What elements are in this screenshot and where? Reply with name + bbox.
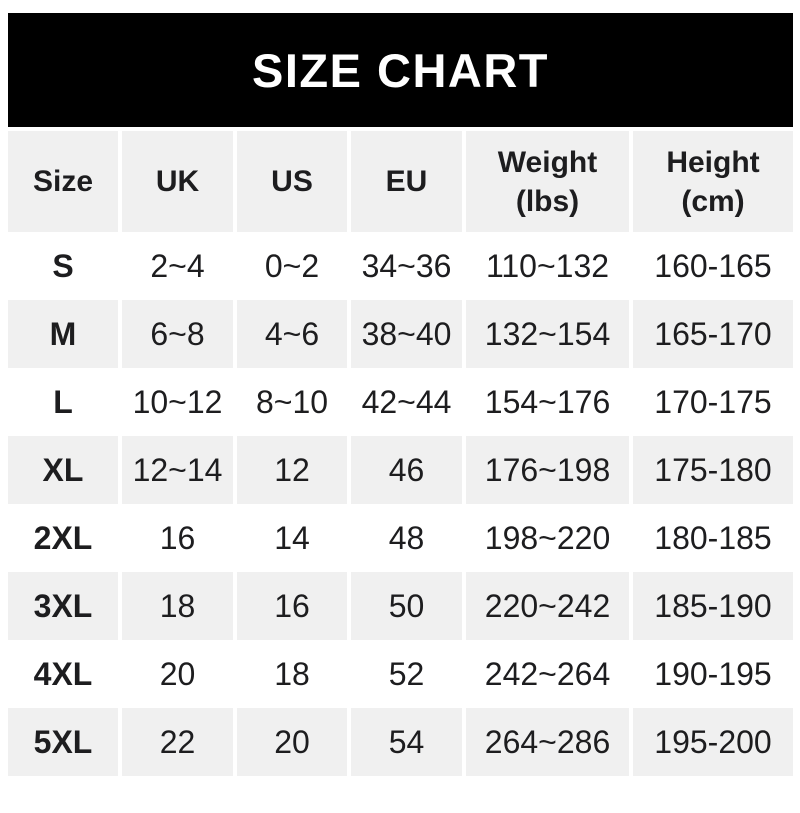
table-row-xl: XL 12~14 12 46 176~198 175-180	[8, 436, 793, 504]
column-header-height: Height (cm)	[633, 131, 793, 232]
column-header-weight-unit: (lbs)	[515, 184, 580, 218]
cell-5xl-height: 195-200	[633, 708, 793, 776]
size-chart-table: Size UK US EU Weight (lbs) Height (cm) S…	[8, 131, 793, 776]
column-header-us: US	[237, 131, 347, 232]
cell-l-size: L	[8, 368, 118, 436]
cell-s-uk: 2~4	[122, 232, 233, 300]
cell-s-weight: 110~132	[466, 232, 629, 300]
cell-3xl-uk: 18	[122, 572, 233, 640]
cell-l-uk: 10~12	[122, 368, 233, 436]
cell-4xl-us: 18	[237, 640, 347, 708]
cell-xl-uk: 12~14	[122, 436, 233, 504]
cell-4xl-uk: 20	[122, 640, 233, 708]
cell-m-size: M	[8, 300, 118, 368]
column-header-uk-label: UK	[155, 165, 200, 198]
table-row-m: M 6~8 4~6 38~40 132~154 165-170	[8, 300, 793, 368]
cell-5xl-uk: 22	[122, 708, 233, 776]
cell-l-us: 8~10	[237, 368, 347, 436]
cell-5xl-us: 20	[237, 708, 347, 776]
column-header-size-label: Size	[32, 165, 94, 198]
cell-2xl-weight: 198~220	[466, 504, 629, 572]
cell-s-eu: 34~36	[351, 232, 462, 300]
cell-2xl-eu: 48	[351, 504, 462, 572]
cell-2xl-uk: 16	[122, 504, 233, 572]
column-header-height-unit: (cm)	[681, 184, 745, 218]
cell-l-height: 170-175	[633, 368, 793, 436]
column-header-height-label: Height	[666, 145, 760, 179]
size-chart-title: SIZE CHART	[252, 43, 549, 97]
cell-4xl-height: 190-195	[633, 640, 793, 708]
cell-l-weight: 154~176	[466, 368, 629, 436]
cell-2xl-height: 180-185	[633, 504, 793, 572]
column-header-us-label: US	[271, 165, 313, 198]
size-chart-banner: SIZE CHART	[8, 13, 793, 127]
cell-m-height: 165-170	[633, 300, 793, 368]
cell-s-height: 160-165	[633, 232, 793, 300]
table-row-s: S 2~4 0~2 34~36 110~132 160-165	[8, 232, 793, 300]
cell-4xl-size: 4XL	[8, 640, 118, 708]
cell-4xl-weight: 242~264	[466, 640, 629, 708]
cell-xl-size: XL	[8, 436, 118, 504]
table-row-3xl: 3XL 18 16 50 220~242 185-190	[8, 572, 793, 640]
cell-5xl-weight: 264~286	[466, 708, 629, 776]
cell-xl-weight: 176~198	[466, 436, 629, 504]
cell-m-us: 4~6	[237, 300, 347, 368]
cell-5xl-size: 5XL	[8, 708, 118, 776]
cell-3xl-weight: 220~242	[466, 572, 629, 640]
column-header-weight-label: Weight	[497, 145, 598, 179]
cell-xl-us: 12	[237, 436, 347, 504]
cell-s-us: 0~2	[237, 232, 347, 300]
table-header-row: Size UK US EU Weight (lbs) Height (cm)	[8, 131, 793, 232]
cell-s-size: S	[8, 232, 118, 300]
column-header-eu: EU	[351, 131, 462, 232]
table-row-2xl: 2XL 16 14 48 198~220 180-185	[8, 504, 793, 572]
cell-xl-height: 175-180	[633, 436, 793, 504]
cell-3xl-size: 3XL	[8, 572, 118, 640]
column-header-eu-label: EU	[385, 165, 428, 198]
cell-2xl-size: 2XL	[8, 504, 118, 572]
cell-2xl-us: 14	[237, 504, 347, 572]
cell-xl-eu: 46	[351, 436, 462, 504]
table-row-l: L 10~12 8~10 42~44 154~176 170-175	[8, 368, 793, 436]
column-header-size: Size	[8, 131, 118, 232]
column-header-weight: Weight (lbs)	[466, 131, 629, 232]
cell-3xl-eu: 50	[351, 572, 462, 640]
cell-l-eu: 42~44	[351, 368, 462, 436]
cell-m-uk: 6~8	[122, 300, 233, 368]
cell-5xl-eu: 54	[351, 708, 462, 776]
table-row-5xl: 5XL 22 20 54 264~286 195-200	[8, 708, 793, 776]
cell-3xl-height: 185-190	[633, 572, 793, 640]
cell-4xl-eu: 52	[351, 640, 462, 708]
table-row-4xl: 4XL 20 18 52 242~264 190-195	[8, 640, 793, 708]
column-header-uk: UK	[122, 131, 233, 232]
cell-3xl-us: 16	[237, 572, 347, 640]
cell-m-eu: 38~40	[351, 300, 462, 368]
cell-m-weight: 132~154	[466, 300, 629, 368]
